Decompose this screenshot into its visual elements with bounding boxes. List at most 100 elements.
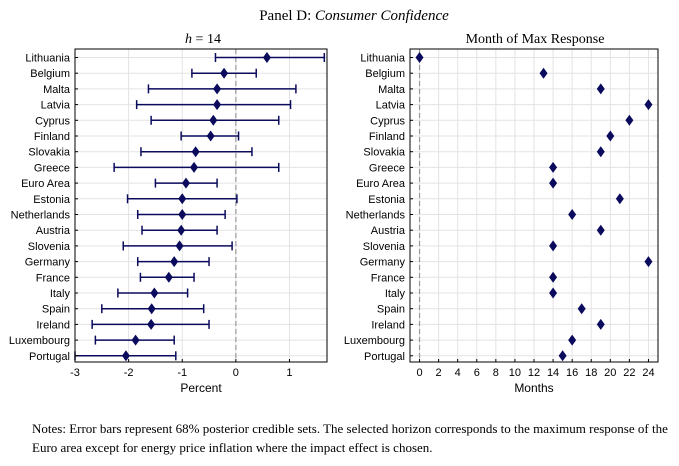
right-category-label: France [371,272,405,284]
right-category-label: Portugal [364,351,405,363]
left-category-label: Slovakia [28,147,70,159]
right-category-label: Luxembourg [344,335,405,347]
left-point [175,240,184,252]
right-category-label: Slovakia [363,147,405,159]
right-xtick-label: 24 [642,367,654,379]
right-category-label: Finland [369,131,405,143]
left-point [164,271,173,283]
left-category-label: Estonia [33,194,71,206]
left-category-label: Finland [34,131,70,143]
right-category-label: Slovenia [363,241,406,253]
left-xtick-label: 1 [286,367,292,379]
right-xtick-label: 20 [604,367,616,379]
right-xtick-label: 10 [509,367,521,379]
right-point [549,271,558,283]
left-category-label: Lithuania [25,53,71,65]
left-category-label: Netherlands [11,210,71,222]
left-panel: Lithuania Belgium Malta Latvia Cyprus Finland… [9,48,328,395]
right-point [644,256,653,268]
left-point [206,130,215,142]
left-point [170,256,179,268]
right-category-label: Belgium [365,68,405,80]
right-xtick-label: 22 [623,367,635,379]
right-xtick-label: 12 [528,367,540,379]
left-category-label: Belgium [30,68,70,80]
right-category-label: Austria [371,225,406,237]
right-point [539,67,548,79]
left-xtick-label: -1 [177,367,187,379]
left-xlabel: Percent [180,381,222,395]
right-xtick-label: 2 [436,367,442,379]
right-point [596,83,605,95]
right-xtick-label: 16 [566,367,578,379]
figure-notes: Notes: Error bars represent 68% posterio… [32,421,668,455]
left-point [150,287,159,299]
right-point [549,240,558,252]
right-point [644,99,653,111]
left-xtick-label: -3 [70,367,80,379]
right-category-label: Netherlands [346,210,406,222]
right-category-label: Malta [378,84,406,96]
left-point [131,334,140,346]
right-category-label: Greece [369,162,405,174]
left-point [209,114,218,126]
right-category-label: Latvia [376,100,406,112]
right-point [577,303,586,315]
right-xtick-label: 4 [455,367,461,379]
left-category-label: Cyprus [35,115,70,127]
right-category-label: Lithuania [360,53,406,65]
left-point [213,83,222,95]
left-category-label: Luxembourg [9,335,70,347]
right-point [415,52,424,63]
right-xtick-label: 0 [416,367,422,379]
left-category-label: Slovenia [28,241,71,253]
left-xtick-label: -2 [124,367,134,379]
right-category-label: Spain [377,304,405,316]
right-xtick-label: 14 [547,367,559,379]
left-point [220,67,229,79]
right-point [568,209,577,220]
right-point [568,334,577,346]
left-point [178,209,187,220]
left-panel-title: h = 14 [185,32,221,47]
right-category-label: Cyprus [370,115,405,127]
right-point [558,350,567,362]
right-xtick-label: 6 [474,367,480,379]
left-point [190,161,199,173]
left-point [191,146,200,158]
right-point [549,287,558,299]
right-category-label: Germany [360,257,406,269]
right-point [596,318,605,330]
right-point [596,146,605,158]
left-point [181,177,190,189]
right-point [625,114,634,126]
left-category-label: Latvia [41,100,71,112]
left-category-label: Malta [43,84,71,96]
left-point [177,224,186,236]
right-panel-title: Month of Max Response [466,32,605,47]
left-point [121,350,130,362]
left-category-label: Germany [25,257,71,269]
right-point [596,224,605,236]
right-panel: Lithuania Belgium Malta Latvia Cyprus Finland… [344,48,659,395]
right-xtick-label: 8 [493,367,499,379]
left-category-label: Spain [42,304,70,316]
left-category-label: Greece [34,162,70,174]
right-point [549,161,558,173]
right-category-label: Italy [385,288,406,300]
right-point [615,193,624,205]
figure-title: Panel D: Consumer Confidence [259,8,449,24]
left-axes-frame [74,48,328,363]
right-category-label: Euro Area [356,178,406,190]
left-point [147,303,156,315]
right-category-label: Estonia [368,194,406,206]
left-point [262,52,271,63]
left-category-label: Euro Area [21,178,71,190]
left-point [178,193,187,205]
left-point [147,318,156,330]
left-xtick-label: 0 [233,367,239,379]
left-category-label: Italy [50,288,71,300]
left-point [213,99,222,111]
right-point [549,177,558,189]
